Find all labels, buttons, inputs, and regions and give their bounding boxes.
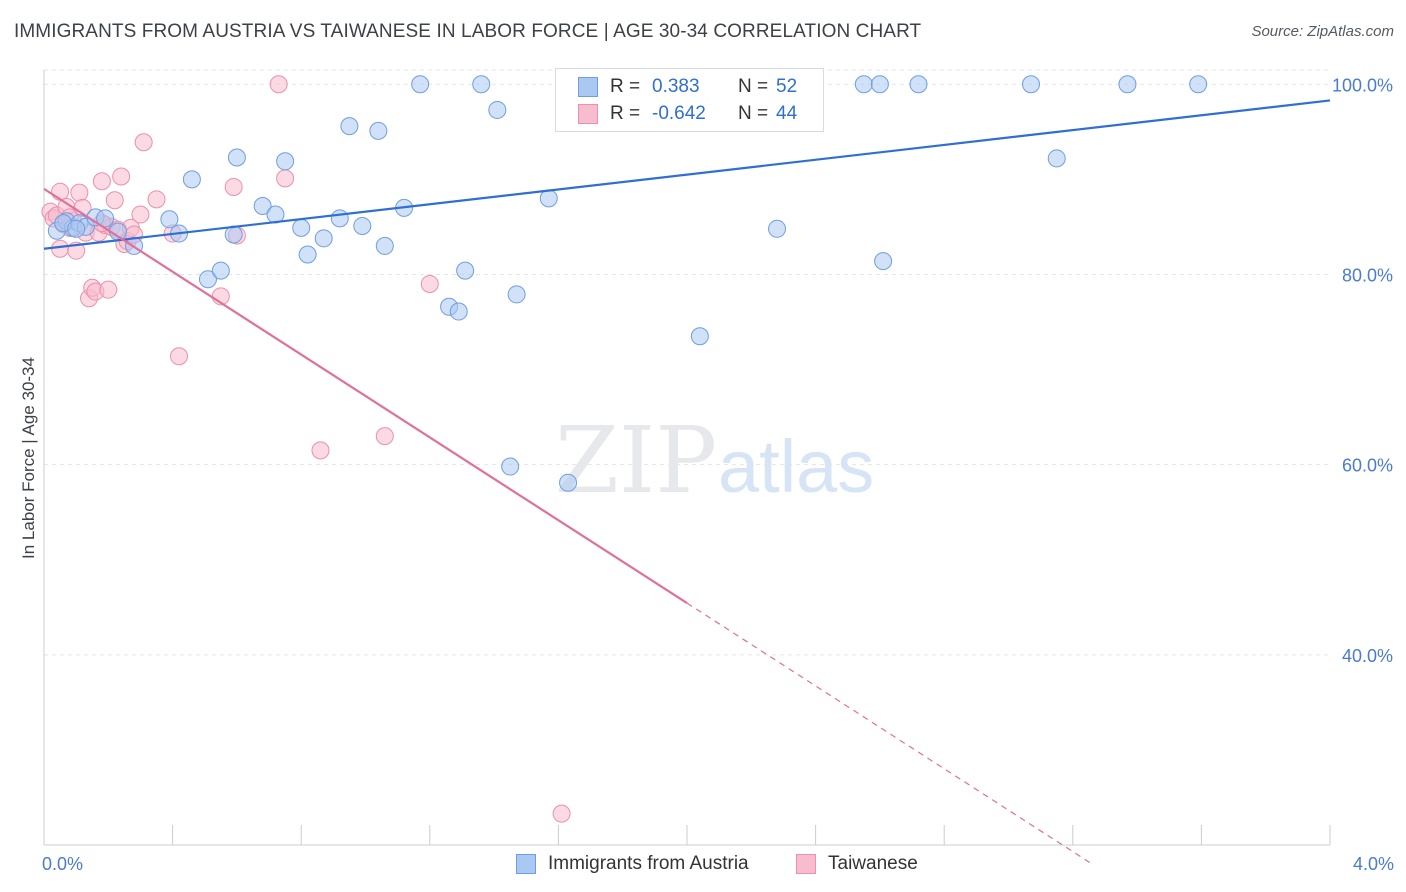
watermark-zip: ZIP [555, 407, 717, 514]
austria-point [1189, 75, 1208, 94]
austria-point [488, 100, 507, 119]
legend-row-austria: R = 0.383 N = 52 [578, 74, 797, 100]
austria-point [559, 473, 578, 492]
austria-point [1118, 75, 1137, 94]
austria-point [96, 209, 115, 228]
legend-swatch-austria [516, 854, 536, 874]
austria-point [449, 302, 468, 321]
austria-point [690, 327, 709, 346]
austria-point [870, 75, 889, 94]
austria-point [369, 121, 388, 140]
x-tick-label-min: 0.0% [42, 854, 83, 874]
source-credit: Source: ZipAtlas.com [1251, 23, 1394, 40]
legend-swatch-austria [578, 77, 598, 97]
austria-point [411, 75, 430, 94]
stats-legend: R = 0.383 N = 52 R = -0.642 N = 44 [555, 68, 824, 132]
taiwanese-point [276, 169, 295, 188]
chart-title: IMMIGRANTS FROM AUSTRIA VS TAIWANESE IN … [14, 21, 922, 42]
austria-point [456, 261, 475, 280]
legend-swatch-taiwanese [578, 104, 598, 124]
taiwanese-point [131, 205, 150, 224]
taiwanese-point [420, 274, 439, 293]
austria-point [182, 170, 201, 189]
austria-point [375, 236, 394, 255]
austria-point [298, 245, 317, 264]
y-tick-labels: 40.0% 60.0% 80.0% 100.0% [1332, 75, 1393, 666]
y-tick-label: 40.0% [1342, 646, 1393, 666]
taiwanese-point [99, 280, 118, 299]
taiwanese-point [70, 183, 89, 202]
trend-lines [43, 99, 1331, 865]
y-tick-label: 80.0% [1342, 265, 1393, 285]
austria-point [353, 216, 372, 235]
austria-point [874, 252, 893, 271]
series-legend: Immigrants from Austria Taiwanese [0, 851, 1406, 877]
axes [43, 70, 1331, 846]
zipatlas-watermark: ZIP atlas [555, 407, 874, 514]
legend-label-austria: Immigrants from Austria [548, 853, 749, 874]
austria-point [539, 189, 558, 208]
taiwanese-trend-line [43, 187, 688, 604]
austria-point [340, 117, 359, 136]
austria-point [854, 75, 873, 94]
legend-n-value: 52 [776, 76, 798, 97]
taiwanese-point [269, 75, 288, 94]
legend-row-taiwanese: R = -0.642 N = 44 [578, 101, 797, 127]
austria-points [47, 75, 1208, 492]
austria-point [198, 270, 217, 289]
y-tick-label: 60.0% [1342, 456, 1393, 476]
y-tick-label: 100.0% [1332, 75, 1393, 95]
austria-point [909, 75, 928, 94]
watermark-atlas: atlas [718, 425, 874, 508]
legend-n-label: N = [738, 103, 769, 124]
x-tick-label-max: 4.0% [1353, 854, 1394, 874]
austria-point [768, 219, 787, 238]
taiwanese-point [375, 427, 394, 446]
legend-item-austria[interactable]: Immigrants from Austria [516, 853, 749, 875]
austria-point [507, 285, 526, 304]
austria-point [292, 218, 311, 237]
taiwanese-point [112, 167, 131, 186]
austria-point [253, 196, 272, 215]
legend-r-label: R = [610, 103, 641, 124]
legend-swatch-taiwanese [796, 854, 816, 874]
legend-n-value: 44 [776, 103, 798, 124]
austria-point [314, 229, 333, 248]
austria-point [67, 219, 86, 238]
taiwanese-point [51, 239, 70, 258]
taiwanese-point [170, 347, 189, 366]
austria-point [160, 210, 179, 229]
austria-point [472, 75, 491, 94]
taiwanese-point [147, 190, 166, 209]
taiwanese-point [311, 441, 330, 460]
taiwanese-point [51, 182, 70, 201]
taiwanese-point [224, 177, 243, 196]
taiwanese-point [92, 172, 111, 191]
taiwanese-point [552, 804, 571, 823]
austria-point [1047, 149, 1066, 168]
legend-r-label: R = [610, 76, 641, 97]
legend-label-taiwanese: Taiwanese [828, 853, 918, 874]
austria-point [330, 209, 349, 228]
taiwanese-points [41, 75, 571, 823]
legend-r-value: 0.383 [652, 76, 700, 97]
legend-n-label: N = [738, 76, 769, 97]
y-axis-label: In Labor Force | Age 30-34 [19, 357, 38, 559]
austria-point [227, 148, 246, 167]
taiwanese-point [134, 133, 153, 152]
austria-point [501, 457, 520, 476]
legend-item-taiwanese[interactable]: Taiwanese [796, 853, 918, 875]
legend-r-value: -0.642 [652, 103, 706, 124]
austria-point [1022, 75, 1041, 94]
taiwanese-trend-line-dashed [686, 602, 1093, 865]
austria-trend-line [43, 99, 1331, 250]
taiwanese-point [105, 191, 124, 210]
austria-point [276, 152, 295, 171]
austria-point [211, 261, 230, 280]
